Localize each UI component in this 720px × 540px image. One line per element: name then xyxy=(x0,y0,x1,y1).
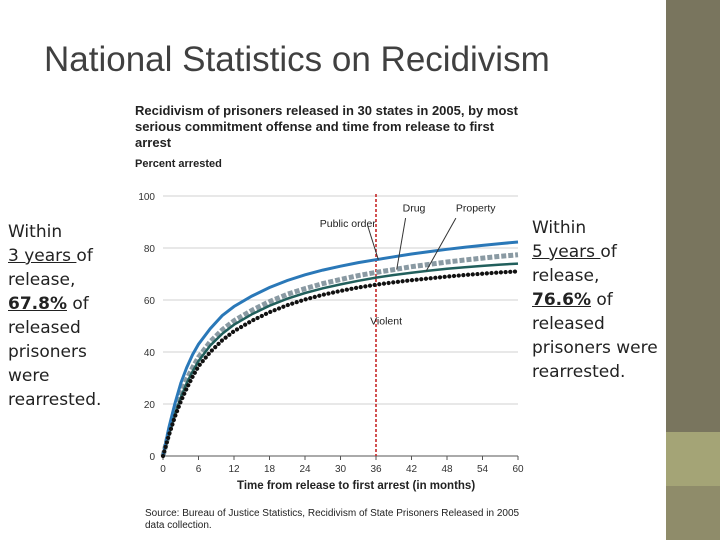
left-note-of-release: of release, xyxy=(8,246,93,290)
x-tick-label-18: 18 xyxy=(264,464,276,475)
decorative-sidebar-block-bottom xyxy=(666,486,720,540)
chart-source: Source: Bureau of Justice Statistics, Re… xyxy=(145,508,520,531)
y-tick-label-60: 60 xyxy=(144,296,156,307)
left-note-years: 3 years xyxy=(8,246,77,266)
chart-plot: 0 20 40 60 80 100 0 6 12 18 24 30 36 42 48 54 60 Public o… xyxy=(138,192,524,475)
left-note: Within 3 years of release, 67.8% of rele… xyxy=(8,220,133,412)
annotation-drug: Drug xyxy=(403,203,426,215)
x-tick-label-60: 60 xyxy=(512,464,524,475)
x-tick-label-0: 0 xyxy=(160,464,166,475)
left-note-rest: of released prisoners were rearrested. xyxy=(8,294,102,410)
annotation-leader-public-order xyxy=(367,225,379,260)
y-tick-label-0: 0 xyxy=(149,452,155,463)
right-note-percent: 76.6% xyxy=(532,290,591,310)
annotation-public-order: Public order xyxy=(320,218,377,230)
x-axis-label: Time from release to first arrest (in mo… xyxy=(237,480,476,492)
y-tick-label-40: 40 xyxy=(144,348,156,359)
annotation-leader-property xyxy=(425,217,457,272)
annotation-property: Property xyxy=(456,203,496,215)
series-property xyxy=(161,262,519,457)
y-tick-label-100: 100 xyxy=(138,192,155,203)
x-tick-label-6: 6 xyxy=(196,464,202,475)
series-violent xyxy=(160,269,521,459)
chart-figure: Recidivism of prisoners released in 30 s… xyxy=(133,100,525,535)
right-note-rest: of released prisoners were rearrested. xyxy=(532,290,658,382)
y-tick-label-20: 20 xyxy=(144,400,156,411)
x-tick-label-42: 42 xyxy=(406,464,418,475)
right-note-years: 5 years xyxy=(532,242,601,262)
annotation-violent: Violent xyxy=(370,316,402,328)
x-tick-label-48: 48 xyxy=(441,464,453,475)
right-note: Within 5 years of release, 76.6% of rele… xyxy=(532,216,662,384)
x-tick-label-24: 24 xyxy=(299,464,311,475)
series-drug xyxy=(160,252,519,457)
slide-title: National Statistics on Recidivism xyxy=(44,40,550,79)
chart-title: Recidivism of prisoners released in 30 s… xyxy=(135,103,518,150)
annotation-leader-drug xyxy=(396,218,407,270)
x-tick-label-30: 30 xyxy=(335,464,347,475)
x-tick-label-54: 54 xyxy=(477,464,489,475)
y-axis-label: Percent arrested xyxy=(135,158,222,170)
left-note-percent: 67.8% xyxy=(8,294,67,314)
right-note-within: Within xyxy=(532,218,587,238)
x-tick-label-12: 12 xyxy=(228,464,240,475)
series-public-order xyxy=(161,240,519,457)
y-tick-label-80: 80 xyxy=(144,244,156,255)
left-note-within: Within xyxy=(8,222,63,242)
x-tick-label-36: 36 xyxy=(370,464,382,475)
right-note-of-release: of release, xyxy=(532,242,617,286)
